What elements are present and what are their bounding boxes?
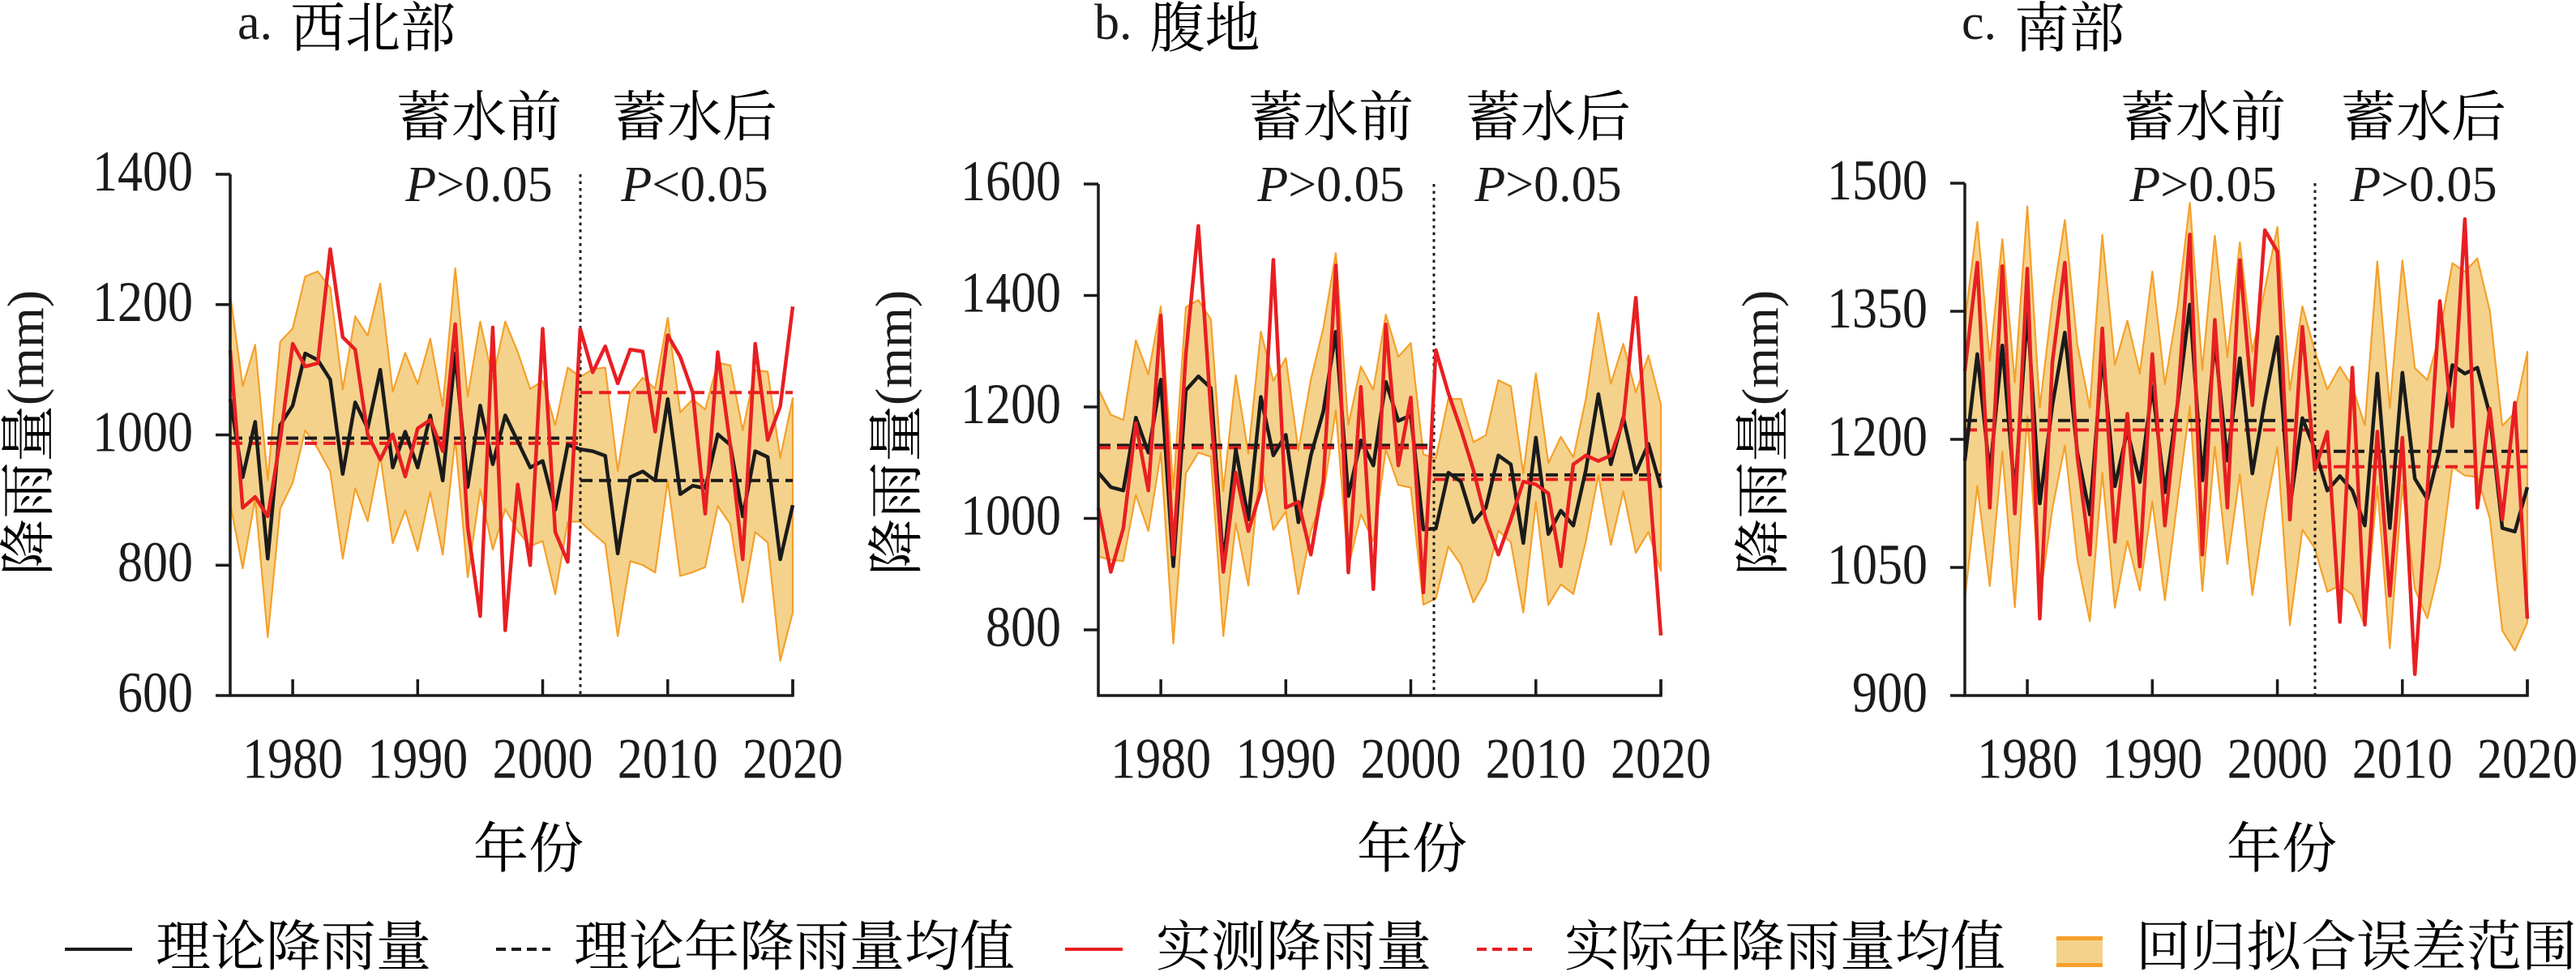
svg-text:a.: a. [237,0,272,50]
svg-text:1980: 1980 [1977,728,2077,791]
svg-text:1990: 1990 [367,728,468,791]
svg-text:1050: 1050 [1827,533,1928,597]
svg-text:1200: 1200 [92,271,193,334]
svg-text:2000: 2000 [2227,728,2328,791]
svg-text:1000: 1000 [961,485,1061,548]
svg-text:2000: 2000 [1361,728,1461,791]
svg-text:800: 800 [986,596,1061,659]
svg-text:1400: 1400 [92,140,193,203]
svg-text:1000: 1000 [92,401,193,464]
svg-text:1980: 1980 [242,728,343,791]
svg-text:(mm): (mm) [0,290,54,405]
svg-text:P>0.05: P>0.05 [2129,157,2276,212]
svg-text:(mm): (mm) [865,290,922,405]
svg-text:2010: 2010 [618,728,718,791]
svg-text:2010: 2010 [2352,728,2453,791]
svg-text:c.: c. [1962,0,1996,50]
svg-text:1350: 1350 [1827,277,1928,340]
svg-text:P>0.05: P>0.05 [1474,157,1621,212]
svg-text:2000: 2000 [493,728,593,791]
svg-text:1990: 1990 [1235,728,1336,791]
svg-text:900: 900 [1852,661,1928,725]
svg-text:1200: 1200 [1827,405,1928,469]
svg-text:b.: b. [1094,0,1132,50]
svg-text:2020: 2020 [1611,728,1711,791]
svg-text:1500: 1500 [1827,149,1928,212]
svg-text:(mm): (mm) [1731,290,1789,405]
svg-text:P>0.05: P>0.05 [404,157,552,212]
svg-text:800: 800 [118,531,193,594]
svg-text:1200: 1200 [961,373,1061,436]
svg-text:1600: 1600 [961,150,1061,213]
svg-text:2020: 2020 [742,728,843,791]
svg-text:P>0.05: P>0.05 [1256,157,1404,212]
svg-text:1980: 1980 [1110,728,1211,791]
svg-text:2010: 2010 [1486,728,1586,791]
svg-text:2020: 2020 [2477,728,2576,791]
svg-text:600: 600 [118,661,193,725]
svg-text:1400: 1400 [961,262,1061,325]
svg-text:P<0.05: P<0.05 [620,157,768,212]
svg-text:1990: 1990 [2102,728,2202,791]
svg-text:P>0.05: P>0.05 [2349,157,2497,212]
